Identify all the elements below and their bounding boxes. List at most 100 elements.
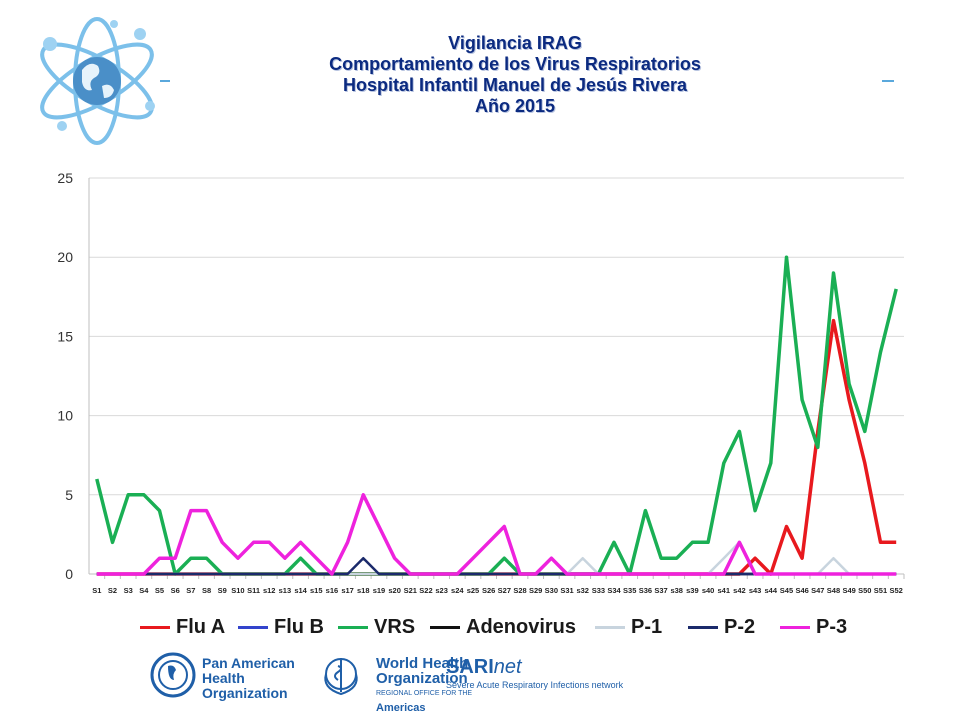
y-tick-label: 15 [57,328,73,344]
x-tick-label: S11 [247,586,260,595]
x-tick-label: S4 [139,586,149,595]
x-tick-label: s32 [576,586,589,595]
series-line-p-3 [96,493,897,576]
x-tick-label: s12 [263,586,276,595]
legend-swatch [688,625,718,629]
legend-swatch [338,625,368,629]
legend-item: P-3 [780,612,847,642]
page-title: Vigilancia IRAG Comportamiento de los Vi… [230,33,800,117]
sarinet-suffix: net [493,656,522,678]
x-tick-label: s23 [435,586,448,595]
y-tick-label: 0 [65,566,73,582]
who-line-1: World Health [376,655,469,672]
footer-logos: Pan American Health Organization World H… [150,650,670,714]
legend-label: Adenovirus [466,615,577,638]
x-tick-label: S7 [186,586,195,595]
x-tick-label: s25 [467,586,480,595]
x-tick-label: s13 [279,586,292,595]
paho-name: Pan American Health Organization [202,656,295,701]
x-tick-label: s43 [749,586,762,595]
x-tick-label: S29 [529,586,542,595]
x-tick-label: S37 [654,586,667,595]
x-tick-label: S46 [795,586,808,595]
legend-swatch [595,625,625,629]
legend-item: Flu A [140,612,225,642]
x-tick-label: s20 [388,586,401,595]
paho-emblem-icon [150,652,196,698]
x-tick-label: s17 [341,586,354,595]
legend-swatch [430,625,460,629]
x-tick-label: S35 [623,586,636,595]
x-tick-label: s16 [326,586,339,595]
x-tick-label: s18 [357,586,370,595]
legend-label: Flu A [176,615,226,638]
paho-line-1: Pan American [202,655,295,671]
legend-label: P-2 [724,615,756,638]
x-tick-label: S52 [889,586,902,595]
title-line-1: Vigilancia IRAG [448,33,582,53]
x-tick-label: S5 [155,586,164,595]
x-tick-labels: S1 S2 S3 S4 S5 S6 S7 S8 S9 S10 S11 s12 s13 s14 s15 s16 s… [92,586,903,595]
legend-swatch [238,625,268,629]
chart-series [95,255,898,576]
surveillance-logo-icon [40,17,155,145]
who-name: World Health Organization REGIONAL OFFIC… [376,656,472,716]
x-tick-label: S36 [639,586,652,595]
paho-line-3: Organization [202,685,288,701]
legend-item: VRS [338,612,415,642]
title-line-3: Hospital Infantil Manuel de Jesús Rivera [342,75,688,95]
y-tick-label: 5 [65,487,73,503]
legend-item: Flu B [238,612,324,642]
who-emblem-icon [324,658,358,696]
x-tick-label: S28 [513,586,526,595]
legend-item: P-2 [688,612,755,642]
paho-line-2: Health [202,670,245,686]
y-tick-label: 20 [57,249,73,265]
x-tick-label: S22 [419,586,432,595]
x-tick-label: s24 [451,586,464,595]
who-line-2: Organization [376,670,468,687]
x-tick-label: s41 [718,586,731,595]
legend-label: VRS [374,615,416,638]
x-tick-label: S3 [124,586,133,595]
x-tick-label: S48 [827,586,840,595]
x-tick-label: S2 [108,586,117,595]
x-tick-label: s40 [702,586,715,595]
x-tick-label: S47 [811,586,824,595]
x-tick-label: S49 [842,586,855,595]
x-tick-label: s44 [765,586,778,595]
x-tick-label: s19 [373,586,386,595]
title-line-2: Comportamiento de los Virus Respiratorio… [329,54,701,74]
legend-item: P-1 [595,612,662,642]
x-tick-label: s42 [733,586,746,595]
x-tick-label: s14 [294,586,307,595]
who-americas: Americas [376,702,426,714]
header-divider-left [160,80,170,82]
legend-label: Flu B [274,615,324,638]
y-tick-label: 25 [57,170,73,186]
header-divider-right [882,80,894,82]
x-tick-label: S31 [560,586,573,595]
legend-swatch [780,625,810,629]
sarinet-subtitle: Severe Acute Respiratory Infections netw… [446,680,624,690]
x-tick-label: S34 [607,586,621,595]
legend-label: P-3 [816,615,848,638]
x-tick-label: S27 [498,586,511,595]
x-tick-label: s39 [686,586,699,595]
legend-item: Adenovirus [430,612,576,642]
title-line-4: Año 2015 [474,96,556,116]
x-tick-label: S21 [404,586,417,595]
x-tick-label: S26 [482,586,495,595]
x-tick-label: S8 [202,586,211,595]
x-tick-label: S33 [592,586,605,595]
sarinet-logo: SARInet [446,656,522,679]
who-region: REGIONAL OFFICE FOR THE [376,690,473,697]
x-tick-label: s15 [310,586,323,595]
x-tick-label: S6 [171,586,180,595]
x-tick-label: S45 [780,586,793,595]
legend-label: P-1 [631,615,663,638]
x-tick-label: S30 [545,586,558,595]
chart-gridlines [89,177,904,496]
x-tick-label: s38 [670,586,683,595]
